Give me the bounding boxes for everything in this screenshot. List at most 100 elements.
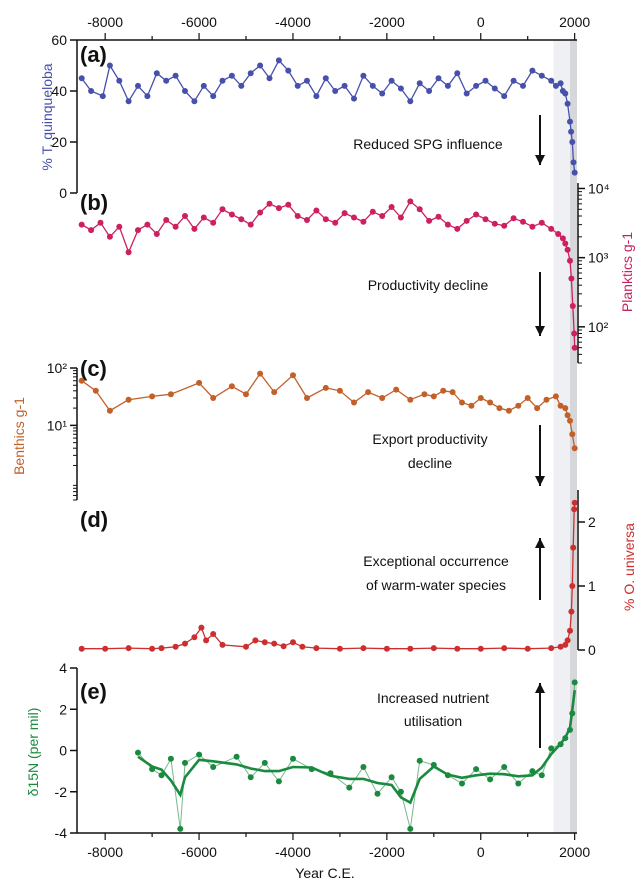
data-point	[529, 768, 536, 775]
data-point	[257, 62, 264, 69]
data-point	[426, 88, 433, 94]
data-point	[210, 631, 217, 637]
x-tick-label: -4000	[275, 844, 311, 860]
x-tick-label: -6000	[181, 844, 217, 860]
data-point	[92, 387, 99, 394]
data-point	[271, 389, 278, 396]
data-point	[322, 384, 329, 391]
data-point	[407, 825, 414, 832]
data-point	[149, 766, 156, 773]
data-point	[275, 205, 282, 212]
y-axis-label: % O. universa	[621, 523, 637, 611]
data-point	[482, 77, 489, 84]
data-point	[233, 753, 240, 760]
data-point	[379, 90, 386, 97]
data-point	[463, 90, 470, 97]
data-point	[520, 218, 526, 225]
data-point	[501, 93, 508, 100]
data-point	[564, 246, 571, 253]
data-point	[228, 72, 235, 79]
data-point	[365, 389, 372, 396]
data-point	[505, 407, 512, 414]
data-point	[473, 766, 480, 773]
data-point	[440, 387, 447, 394]
data-point	[552, 82, 559, 89]
data-point	[360, 764, 367, 770]
data-point	[459, 399, 465, 406]
data-point	[557, 741, 564, 748]
annotation-text: Productivity decline	[368, 277, 489, 293]
data-point	[191, 225, 198, 232]
data-point	[407, 198, 414, 205]
arrow-head	[535, 476, 545, 486]
data-point	[200, 82, 207, 89]
data-point	[341, 210, 348, 217]
data-point	[106, 233, 113, 240]
data-point	[238, 216, 245, 223]
data-point	[501, 764, 508, 770]
data-point	[477, 645, 484, 652]
data-point	[332, 88, 339, 94]
data-point	[552, 393, 559, 400]
annotation-text: Increased nutrient	[377, 690, 489, 706]
data-point	[97, 219, 104, 226]
data-point	[529, 223, 536, 230]
data-point	[200, 214, 207, 221]
data-point	[482, 216, 489, 223]
data-point	[219, 77, 226, 84]
y-tick-label: 10²	[588, 319, 609, 335]
data-point	[454, 70, 461, 77]
data-point	[360, 218, 367, 225]
data-point	[125, 98, 132, 105]
y-tick-label: 10²	[47, 360, 68, 376]
data-point	[116, 77, 123, 84]
data-point	[125, 249, 132, 256]
data-point	[247, 221, 254, 228]
data-point	[559, 235, 566, 242]
data-point	[487, 399, 494, 406]
data-point	[351, 95, 357, 102]
data-point	[266, 200, 273, 207]
data-point	[570, 159, 577, 166]
data-point	[172, 643, 179, 650]
data-point	[257, 209, 264, 216]
data-point	[571, 679, 578, 686]
data-point	[562, 240, 569, 247]
data-point	[294, 213, 301, 219]
data-point	[430, 645, 437, 652]
data-point	[430, 393, 437, 400]
data-point	[163, 77, 170, 84]
data-point	[571, 445, 578, 452]
panel-label: (a)	[80, 42, 107, 67]
data-point	[562, 405, 569, 412]
data-point	[416, 757, 423, 764]
data-point	[78, 221, 85, 228]
data-point	[313, 207, 320, 214]
data-point	[515, 780, 522, 787]
data-point	[332, 219, 339, 226]
y-tick-label: 0	[588, 642, 596, 658]
data-point	[374, 790, 381, 797]
panel-c: 10¹ 10² Benthics g-1 (c)	[11, 356, 578, 501]
data-point	[304, 217, 310, 223]
data-point	[351, 214, 357, 221]
data-point	[135, 227, 141, 234]
x-tick-label: -6000	[181, 14, 217, 30]
data-point	[88, 227, 95, 234]
data-point	[238, 82, 245, 89]
shaded-band	[553, 40, 570, 833]
panel-a: 0 20 40 60 % T. quinqueloba (a)	[39, 32, 578, 201]
data-point	[454, 225, 461, 232]
annotations: Reduced SPG influence Productivity declin…	[353, 115, 545, 748]
data-point	[261, 759, 268, 766]
data-point	[568, 608, 575, 615]
data-point	[135, 82, 141, 89]
y-tick-label: 40	[51, 83, 67, 99]
data-point	[430, 761, 437, 768]
series-line	[137, 682, 576, 830]
data-point	[557, 643, 564, 650]
data-point	[571, 344, 578, 351]
data-point	[116, 223, 123, 230]
data-point	[477, 395, 484, 401]
data-point	[487, 776, 494, 783]
